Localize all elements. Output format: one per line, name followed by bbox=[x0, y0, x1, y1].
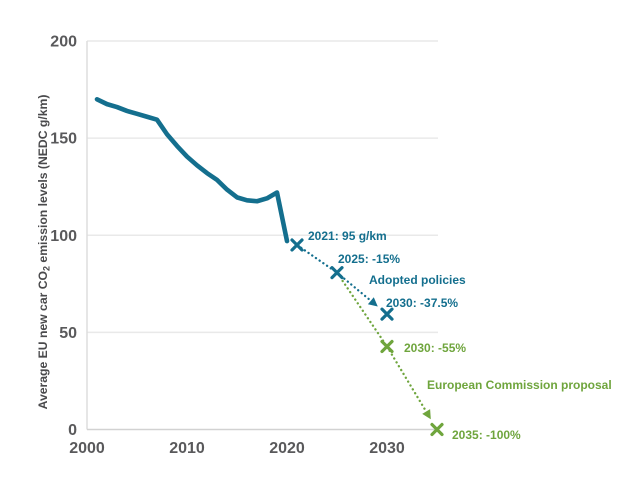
gridlines bbox=[87, 40, 438, 334]
adopted-policies-series-marker-2025 bbox=[330, 266, 344, 280]
y-tick-200: 200 bbox=[50, 34, 77, 51]
adopted-policies-series-marker-2021 bbox=[290, 238, 304, 252]
label-2030-adopted: 2030: -37.5% bbox=[386, 296, 458, 310]
european-commission-proposal-series-arrowhead bbox=[422, 409, 431, 420]
adopted-policies-series-arrowhead bbox=[367, 297, 378, 307]
label-2021-target: 2021: 95 g/km bbox=[308, 229, 387, 243]
axis-tick-labels: 0 50 100 150 200 2000 2010 2020 2030 bbox=[50, 34, 405, 458]
y-tick-100: 100 bbox=[50, 228, 77, 245]
x-tick-2030: 2030 bbox=[369, 440, 405, 457]
european-commission-proposal-series-marker-2030 bbox=[380, 339, 394, 354]
european-commission-proposal-series-segment-0 bbox=[341, 279, 386, 344]
label-2030-proposal: 2030: -55% bbox=[404, 341, 466, 355]
y-axis-title: Average EU new car CO2 emission levels (… bbox=[36, 95, 52, 410]
adopted-policies-series-marker-2030 bbox=[380, 307, 394, 321]
y-tick-50: 50 bbox=[59, 325, 77, 342]
x-tick-2020: 2020 bbox=[269, 440, 305, 457]
adopted-policies-series bbox=[290, 238, 394, 321]
historical-eu-average-emissions-series-line bbox=[94, 96, 290, 244]
y-tick-150: 150 bbox=[50, 131, 77, 148]
label-2025-target: 2025: -15% bbox=[338, 252, 400, 266]
x-tick-2000: 2000 bbox=[69, 440, 105, 457]
label-2035-proposal: 2035: -100% bbox=[452, 428, 521, 442]
european-commission-proposal-series bbox=[341, 279, 444, 437]
adopted-policies-series-segment-0 bbox=[299, 246, 335, 271]
y-tick-0: 0 bbox=[68, 422, 77, 439]
historical-eu-average-emissions-series bbox=[94, 96, 290, 244]
label-ec-proposal: European Commission proposal bbox=[427, 378, 612, 392]
label-adopted-policies: Adopted policies bbox=[369, 273, 466, 287]
european-commission-proposal-series-segment-1 bbox=[388, 349, 428, 413]
annotations: 2021: 95 g/km 2025: -15% Adopted policies 2… bbox=[308, 229, 612, 442]
adopted-policies-series-segment-1 bbox=[339, 274, 372, 302]
european-commission-proposal-series-marker-2035 bbox=[430, 422, 444, 437]
x-tick-2010: 2010 bbox=[169, 440, 205, 457]
